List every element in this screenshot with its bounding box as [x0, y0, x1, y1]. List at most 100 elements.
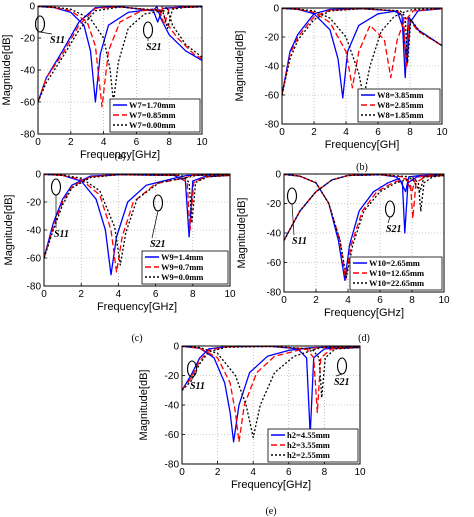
x-tick-label: 0 — [179, 467, 185, 478]
annotation-leader-2 — [335, 373, 343, 377]
annotation-leader-1 — [291, 203, 295, 236]
y-tick-label: -40 — [21, 66, 36, 77]
series-2-s11-line — [282, 8, 442, 89]
y-tick-label: 0 — [275, 170, 281, 181]
series-1-s21-line — [282, 8, 442, 96]
series-lines — [284, 174, 444, 281]
series-lines — [282, 8, 442, 99]
y-tick-label: -60 — [21, 98, 36, 109]
x-tick-label: 6 — [286, 467, 292, 478]
x-tick-label: 6 — [375, 127, 381, 138]
y-tick-label: 0 — [273, 4, 279, 15]
x-tick-label: 10 — [354, 467, 366, 478]
x-tick-label: 2 — [313, 295, 319, 306]
y-axis-label: Magnitude[dB] — [234, 31, 246, 102]
legend-entry-3: W7=0.00mm — [129, 120, 176, 130]
legend-entry-1: W7=1.70mm — [129, 100, 176, 110]
legend-entry-2: W8=2.85mm — [377, 100, 424, 110]
x-axis-label: Frequency[GHz] — [80, 149, 160, 161]
legend-entry-3: W10=22.65mm — [369, 278, 424, 288]
x-tick-label: 4 — [343, 127, 349, 138]
series-3-s11-line — [284, 174, 444, 278]
legend-entry-1: W10=2.65mm — [369, 258, 420, 268]
legend-entry-2: W10=12.65mm — [369, 268, 424, 278]
y-tick-label: -40 — [267, 229, 282, 240]
legend-entry-1: W9=1.4mm — [161, 252, 203, 262]
y-axis-label: Magnitude[dB] — [3, 195, 15, 266]
y-axis-label: Magnitude[dB] — [1, 35, 13, 106]
x-tick-label: 10 — [196, 137, 208, 148]
legend-entry-1: h2=4.55mm — [287, 430, 330, 440]
series-lines — [44, 174, 230, 276]
annotation-leader-2 — [151, 210, 159, 239]
series-2-s21-line — [44, 174, 230, 259]
annotation-leader-1 — [39, 31, 53, 35]
series-3-s21-line — [182, 346, 360, 399]
y-tick-label: -20 — [265, 33, 280, 44]
series-lines — [182, 346, 360, 443]
x-tick-label: 8 — [190, 289, 196, 300]
x-tick-label: 2 — [215, 467, 221, 478]
legend-entry-3: W9=0.0mm — [161, 272, 203, 282]
x-tick-label: 2 — [78, 289, 84, 300]
y-tick-label: -40 — [27, 226, 42, 237]
series-2-s11-line — [38, 6, 202, 108]
x-tick-label: 4 — [250, 467, 256, 478]
y-tick-label: 0 — [173, 342, 179, 353]
y-tick-label: 0 — [35, 170, 41, 181]
annotation-label-1: S11 — [54, 229, 69, 240]
y-tick-label: -20 — [267, 199, 282, 210]
annotation-label-2: S21 — [146, 42, 162, 53]
annotation-ellipse-2 — [142, 21, 154, 39]
x-axis-label: Frequency[GHz] — [97, 301, 177, 313]
y-tick-label: -80 — [267, 288, 282, 299]
y-tick-label: -40 — [265, 62, 280, 73]
panel-caption: (d) — [358, 333, 370, 344]
x-tick-label: 0 — [41, 289, 47, 300]
y-tick-label: 0 — [29, 2, 35, 13]
legend-entry-3: W8=1.85mm — [377, 110, 424, 120]
series-3-s11-line — [44, 174, 230, 266]
chart-panel-4: 0 2 4 6 8 10 0 -20 -40 -60 -80 Frequency[GHz] Magnit… — [236, 170, 450, 345]
chart-panel-5: 0 2 4 6 8 10 0 -20 -40 -60 -80 Frequency[GHz] Magnit… — [138, 342, 366, 517]
series-3-s11-line — [282, 8, 442, 99]
x-tick-label: 0 — [35, 137, 41, 148]
series-3-s21-line — [38, 6, 202, 103]
panel-caption: (c) — [131, 333, 142, 344]
y-tick-label: -20 — [21, 34, 36, 45]
y-tick-label: -60 — [267, 258, 282, 269]
x-tick-label: 4 — [116, 289, 122, 300]
series-1-s11-line — [282, 8, 442, 99]
annotation-ellipse-2 — [336, 357, 348, 375]
x-tick-label: 10 — [438, 295, 450, 306]
series-3-s21-line — [282, 8, 442, 96]
x-tick-label: 10 — [224, 289, 236, 300]
panel-caption: (b) — [356, 162, 368, 173]
x-tick-label: 0 — [281, 295, 287, 306]
annotation-leader-2 — [387, 216, 391, 224]
y-tick-label: -80 — [265, 120, 280, 131]
annotation-label-2: S21 — [150, 239, 166, 250]
series-2-s21-line — [182, 346, 360, 414]
chart-panel-1: 0 2 4 6 8 10 0 -20 -40 -60 -80 Frequency[GHz] Magnit… — [1, 2, 208, 163]
annotation-label-1: S11 — [190, 381, 205, 392]
annotation-ellipse-2 — [152, 194, 164, 212]
annotation-ellipse-1 — [34, 15, 46, 33]
series-2-s21-line — [282, 8, 442, 96]
y-tick-label: -80 — [27, 282, 42, 293]
series-2-s11-line — [182, 346, 360, 443]
legend-entry-2: h2=3.55mm — [287, 440, 330, 450]
series-1-s11-line — [182, 346, 360, 443]
panel-caption: (e) — [265, 506, 276, 517]
series-3-s21-line — [284, 174, 444, 241]
x-tick-label: 8 — [322, 467, 328, 478]
annotation-label-2: S21 — [386, 224, 402, 235]
x-tick-label: 6 — [134, 137, 140, 148]
series-3-s11-line — [38, 6, 202, 103]
x-axis-label: Frequency[GHz] — [231, 479, 311, 491]
